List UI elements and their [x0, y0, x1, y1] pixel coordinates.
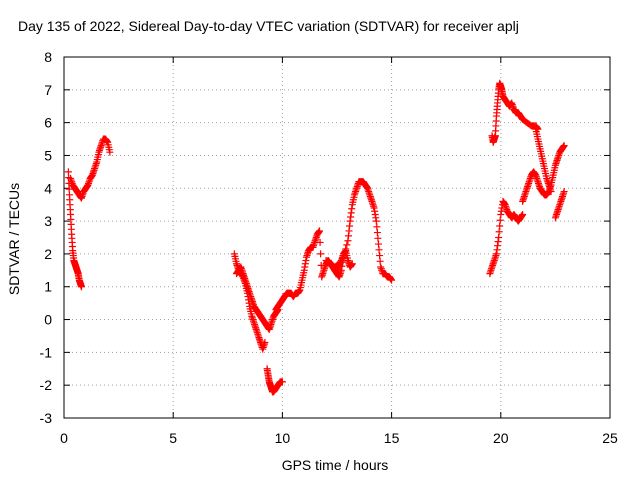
data-point	[388, 276, 396, 284]
y-tick-label: 2	[44, 246, 52, 262]
data-point	[77, 283, 85, 291]
grid	[64, 57, 610, 418]
data-point	[317, 250, 325, 258]
x-tick-label: 0	[60, 430, 68, 446]
data-point	[547, 188, 555, 196]
tick-labels: 0 5 10 15 20 25 -3 -2 -1 0 1 2 3 4 5 6 7 8	[40, 49, 618, 446]
data-point	[343, 241, 351, 249]
data-point	[560, 142, 568, 150]
y-tick-label: -2	[40, 377, 53, 393]
data-point	[348, 260, 356, 268]
y-tick-label: 6	[44, 115, 52, 131]
data-point	[106, 148, 114, 156]
chart-title: Day 135 of 2022, Sidereal Day-to-day VTE…	[18, 18, 519, 34]
x-tick-label: 25	[602, 430, 618, 446]
data-point	[261, 339, 269, 347]
x-tick-label: 15	[384, 430, 400, 446]
plot-frame	[63, 56, 611, 419]
y-tick-label: 3	[44, 213, 52, 229]
data-point	[316, 227, 324, 235]
data-point	[519, 211, 527, 219]
data-point	[278, 378, 286, 386]
y-tick-label: 1	[44, 279, 52, 295]
y-axis-label: SDTVAR / TECUs	[6, 183, 22, 295]
x-tick-label: 10	[275, 430, 291, 446]
y-tick-label: 0	[44, 312, 52, 328]
x-tick-label: 20	[493, 430, 509, 446]
x-axis-label: GPS time / hours	[282, 457, 389, 473]
axes	[63, 56, 611, 419]
data-point	[316, 238, 324, 246]
y-tick-label: -3	[40, 410, 53, 426]
data-points	[64, 79, 568, 396]
x-tick-label: 5	[169, 430, 177, 446]
y-tick-label: 7	[44, 82, 52, 98]
data-point	[560, 188, 568, 196]
y-tick-label: 4	[44, 180, 52, 196]
y-tick-label: 5	[44, 147, 52, 163]
y-tick-label: -1	[40, 344, 53, 360]
y-tick-label: 8	[44, 49, 52, 65]
